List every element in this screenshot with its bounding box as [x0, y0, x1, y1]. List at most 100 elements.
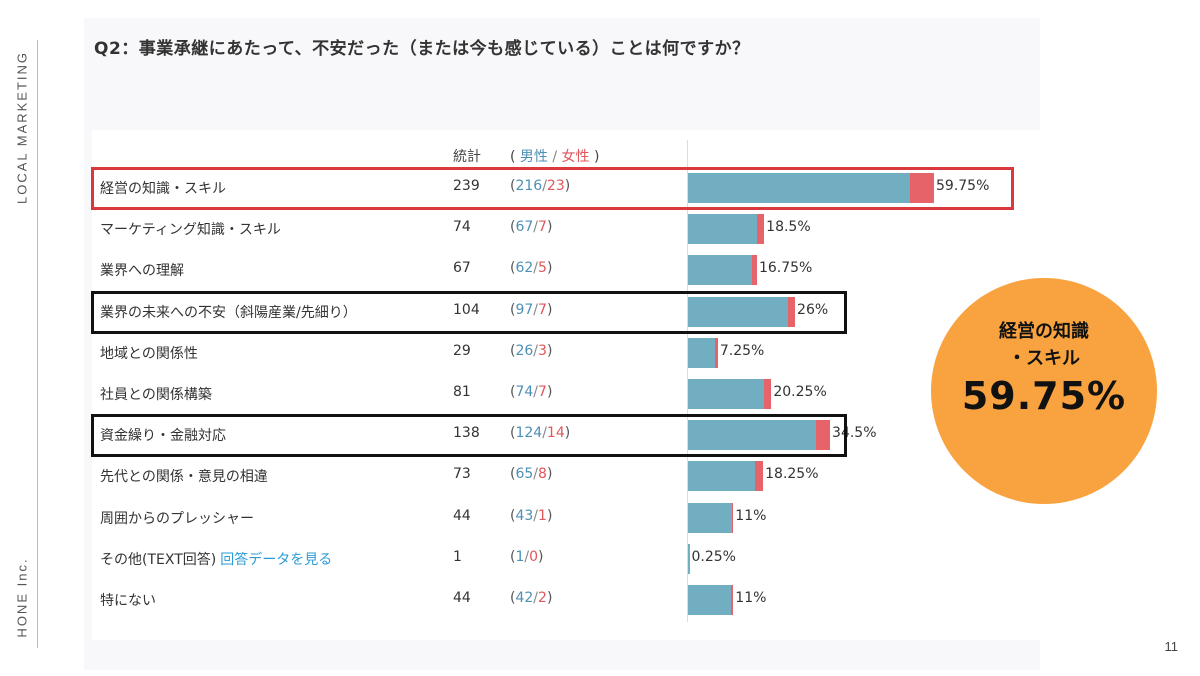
header-male: 男性 — [519, 149, 548, 165]
table-row: その他(TEXT回答) 回答データを見る 1 (1/0) 0.25% — [92, 538, 1040, 579]
row-label: 社員との関係構築 — [100, 384, 212, 404]
bar-male-segment — [688, 338, 715, 368]
bar-female-segment — [787, 297, 796, 327]
row-gender-split: (42/2) — [510, 590, 552, 606]
bar-female-segment — [754, 461, 764, 491]
split-slash: / — [533, 219, 539, 235]
split-close-paren: ) — [546, 260, 553, 276]
split-slash: / — [533, 302, 539, 318]
row-total: 44 — [453, 508, 471, 524]
bar-male-segment — [688, 255, 752, 285]
row-label-text: 経営の知識・スキル — [100, 181, 226, 197]
bar-percent-label: 11% — [735, 590, 767, 606]
header-open-paren: ( — [510, 149, 516, 165]
header-count: 統計 — [453, 149, 481, 165]
row-total: 1 — [453, 549, 462, 565]
split-open-paren: ( — [510, 219, 516, 235]
row-female-count: 7 — [538, 219, 547, 235]
row-female-count: 23 — [546, 178, 565, 194]
row-female-count: 2 — [538, 590, 547, 606]
highlight-callout: 経営の知識 ・スキル 59.75% — [931, 278, 1157, 504]
bar-percent-label: 26% — [797, 302, 829, 318]
row-gender-split: (26/3) — [510, 343, 552, 359]
row-total: 29 — [453, 343, 471, 359]
bar-percent-label: 7.25% — [719, 343, 765, 359]
row-male-count: 62 — [515, 260, 534, 276]
row-male-count: 97 — [515, 302, 534, 318]
row-label: その他(TEXT回答) 回答データを見る — [100, 549, 332, 569]
bar-female-segment — [756, 214, 765, 244]
row-label-text: 資金繰り・金融対応 — [100, 428, 226, 444]
bar-male-segment — [688, 420, 816, 450]
row-label-text: マーケティング知識・スキル — [100, 222, 281, 238]
bar-percent-label: 16.75% — [758, 260, 813, 276]
row-gender-split: (74/7) — [510, 384, 552, 400]
row-label: 周囲からのプレッシャー — [100, 508, 254, 528]
row-gender-split: (97/7) — [510, 302, 552, 318]
row-female-count: 3 — [538, 343, 547, 359]
split-open-paren: ( — [510, 260, 516, 276]
split-close-paren: ) — [546, 219, 553, 235]
split-open-paren: ( — [510, 466, 516, 482]
question-title: Q2：事業承継にあたって、不安だった（または今も感じている）ことは何ですか？ — [94, 39, 750, 59]
split-open-paren: ( — [510, 343, 516, 359]
row-label-text: 地域との関係性 — [100, 346, 198, 362]
row-male-count: 67 — [515, 219, 534, 235]
sidebar-bottom-label: HONE Inc. — [14, 557, 30, 638]
page-number: 11 — [1164, 639, 1179, 654]
split-close-paren: ) — [546, 343, 553, 359]
row-female-count: 5 — [538, 260, 547, 276]
split-slash: / — [533, 260, 539, 276]
row-female-count: 1 — [538, 508, 547, 524]
bar-female-segment — [714, 338, 718, 368]
split-close-paren: ) — [564, 178, 571, 194]
row-label: 業界への理解 — [100, 260, 184, 280]
row-male-count: 65 — [515, 466, 534, 482]
split-open-paren: ( — [510, 178, 516, 194]
row-male-count: 26 — [515, 343, 534, 359]
bar-percent-label: 59.75% — [936, 178, 990, 194]
row-female-count: 7 — [538, 384, 547, 400]
split-close-paren: ) — [546, 508, 553, 524]
row-total: 138 — [453, 425, 480, 441]
results-table — [92, 130, 1040, 640]
table-row: 周囲からのプレッシャー 44 (43/1) 11% — [92, 497, 1040, 538]
split-close-paren: ) — [538, 549, 544, 565]
row-female-count: 7 — [538, 302, 547, 318]
row-total: 67 — [453, 260, 471, 276]
highlight-box-red — [91, 167, 1014, 210]
bar-percent-label: 18.5% — [766, 219, 811, 235]
row-total: 81 — [453, 384, 471, 400]
split-open-paren: ( — [510, 508, 516, 524]
table-row: 業界への理解 67 (62/5) 16.75% — [92, 249, 1040, 290]
split-close-paren: ) — [564, 425, 571, 441]
row-female-count: 0 — [529, 549, 539, 565]
row-male-count: 1 — [515, 549, 525, 565]
view-answers-link[interactable]: 回答データを見る — [220, 552, 333, 568]
bar-percent-label: 34.5% — [832, 425, 877, 441]
row-male-count: 216 — [515, 178, 543, 194]
bar-female-segment — [764, 379, 772, 409]
row-label-text: 業界の未来への不安（斜陽産業/先細り） — [100, 305, 357, 321]
row-female-count: 8 — [538, 466, 547, 482]
split-slash: / — [524, 549, 530, 565]
split-close-paren: ) — [546, 590, 553, 606]
bar-percent-label: 20.25% — [773, 384, 827, 400]
row-label-text: 特にない — [100, 593, 156, 609]
split-close-paren: ) — [546, 302, 553, 318]
row-gender-split: (216/23) — [510, 178, 570, 194]
table-row: 先代との関係・意見の相違 73 (65/8) 18.25% — [92, 455, 1040, 496]
header-slash: / — [552, 149, 558, 165]
bar-percent-label: 0.25% — [691, 549, 736, 565]
bar-axis-line — [687, 140, 688, 622]
sidebar-divider — [37, 40, 38, 648]
row-total: 44 — [453, 590, 471, 606]
header-split: ( 男性 / 女性 ) — [510, 146, 599, 166]
row-total: 239 — [453, 178, 480, 194]
split-close-paren: ) — [546, 466, 553, 482]
split-open-paren: ( — [510, 384, 516, 400]
header-close-paren: ) — [594, 149, 600, 165]
row-gender-split: (62/5) — [510, 260, 552, 276]
bar-female-segment — [731, 585, 734, 615]
row-label-text: 周囲からのプレッシャー — [100, 511, 254, 527]
